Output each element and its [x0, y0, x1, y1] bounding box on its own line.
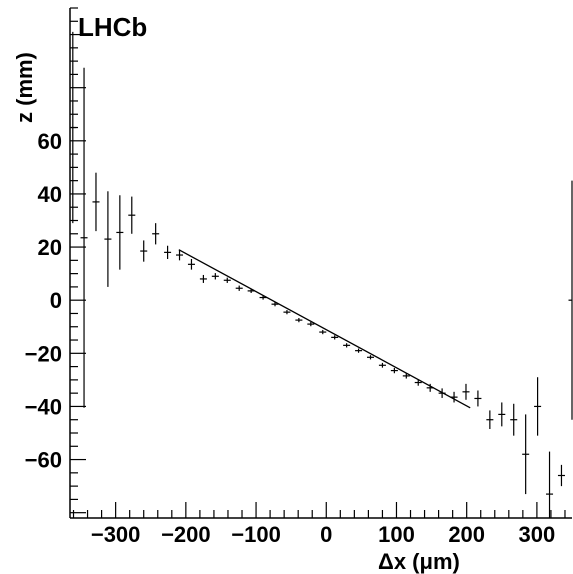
y-tick-label: 20 [38, 235, 62, 260]
data-point [557, 464, 565, 487]
data-point [319, 329, 327, 335]
y-tick-label: −20 [25, 341, 62, 366]
y-tick-label: 40 [38, 182, 62, 207]
y-tick-labels: −60 −40 −20 0 20 40 60 [25, 129, 62, 473]
data-point [235, 285, 243, 291]
y-tick-label: 0 [50, 288, 62, 313]
x-tick-label: 100 [378, 522, 415, 547]
data-point [92, 172, 100, 232]
data-point [390, 367, 398, 374]
data-point [116, 195, 124, 270]
data-point [534, 377, 542, 436]
data-point [164, 245, 172, 260]
experiment-label: LHCb [78, 12, 147, 42]
y-tick-label: −40 [25, 394, 62, 419]
x-tick-label: −100 [231, 522, 281, 547]
data-point [366, 355, 375, 360]
data-point [176, 249, 184, 261]
data-point [152, 223, 160, 245]
data-point [70, 31, 77, 224]
data-point [426, 383, 434, 392]
data-point [140, 240, 148, 262]
data-point [414, 379, 422, 386]
data-point [546, 451, 554, 518]
data-point [199, 274, 207, 283]
y-axis-title: z (mm) [12, 52, 37, 123]
data-point [128, 196, 136, 234]
x-tick-label: 300 [519, 522, 556, 547]
data-point [283, 310, 291, 315]
data-point [474, 390, 482, 407]
x-axis-title: Δx (μm) [378, 549, 460, 574]
x-tick-label: 0 [320, 522, 332, 547]
data-point [378, 362, 386, 368]
fit-layer [178, 249, 471, 409]
data-point [450, 391, 458, 403]
data-points [70, 31, 573, 518]
data-point [187, 259, 195, 270]
data-point [355, 348, 363, 353]
data-point [247, 288, 255, 294]
data-point [343, 343, 351, 348]
data-point [568, 180, 573, 420]
fit-line [178, 249, 471, 409]
x-axis-ticks [72, 502, 566, 518]
x-tick-label: 200 [448, 522, 485, 547]
data-point [104, 191, 112, 287]
data-point [402, 373, 410, 379]
data-point [80, 67, 88, 408]
data-point [307, 321, 315, 327]
data-point [223, 277, 231, 283]
data-point [510, 403, 518, 436]
data-point [438, 388, 446, 398]
y-tick-label: −60 [25, 448, 62, 473]
data-point [522, 414, 530, 495]
data-point [259, 295, 267, 300]
data-point [331, 335, 339, 340]
data-point [498, 402, 506, 427]
data-point [462, 383, 470, 400]
y-tick-label: 60 [38, 129, 62, 154]
x-tick-label: −300 [91, 522, 141, 547]
x-tick-labels: −300 −200 −100 0 100 200 300 [91, 522, 555, 547]
data-point [295, 317, 303, 323]
x-tick-label: −200 [161, 522, 211, 547]
data-point [211, 273, 219, 280]
data-point [486, 410, 494, 430]
data-point [271, 302, 279, 307]
